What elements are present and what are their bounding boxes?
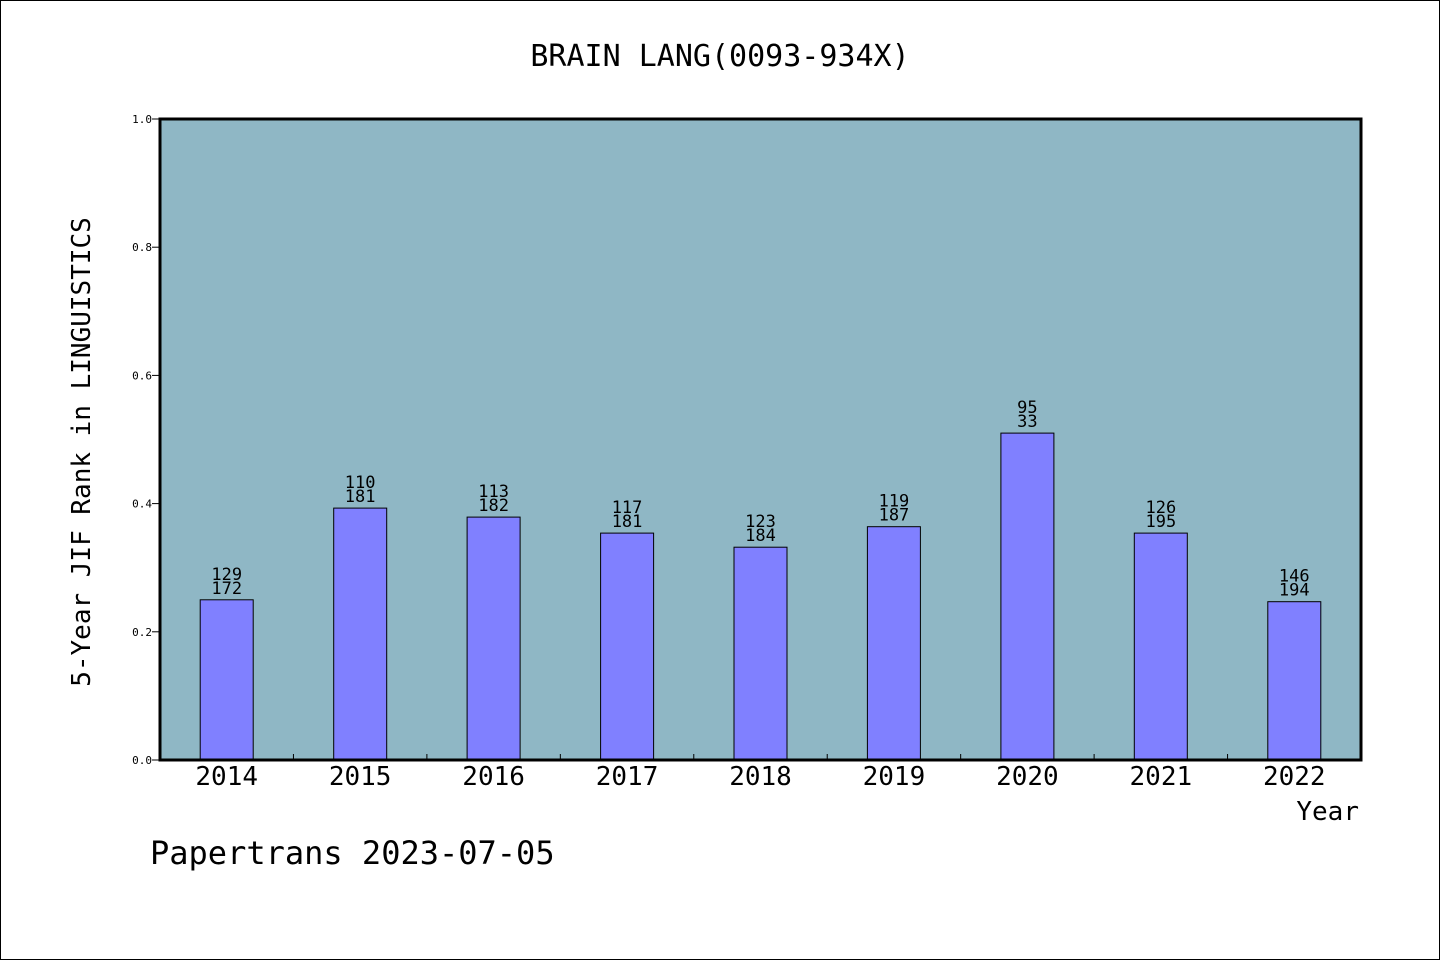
x-tick-label-2017: 2017 <box>596 762 659 792</box>
x-tick-label-2022: 2022 <box>1263 762 1326 792</box>
x-tick-label-2014: 2014 <box>195 762 258 792</box>
bar-2018 <box>733 546 788 761</box>
bar-label-bottom-2019: 187 <box>879 506 910 526</box>
bar-2021 <box>1133 532 1188 761</box>
bar-label-top-2018: 123 <box>745 512 776 532</box>
bar-2014 <box>199 599 254 761</box>
plot-border <box>158 117 1363 762</box>
bar-label-bottom-2017: 181 <box>612 512 643 532</box>
y-tick-label-0.2: 0.2 <box>132 626 152 639</box>
x-tick-label-2018: 2018 <box>729 762 792 792</box>
bar-label-top-2019: 119 <box>879 492 910 512</box>
bar-2017 <box>600 532 655 761</box>
bar-label-bottom-2022: 194 <box>1279 581 1310 601</box>
bar-label-bottom-2016: 182 <box>478 496 509 516</box>
bar-label-top-2014: 129 <box>211 565 242 585</box>
x-tick-label-2016: 2016 <box>462 762 525 792</box>
bar-label-bottom-2015: 181 <box>345 487 376 507</box>
bar-2022 <box>1267 601 1322 761</box>
bar-label-bottom-2021: 195 <box>1145 512 1176 532</box>
bar-label-bottom-2014: 172 <box>211 579 242 599</box>
y-tick-label-0.4: 0.4 <box>132 498 152 511</box>
y-tick-label-0.8: 0.8 <box>132 241 152 254</box>
bar-label-top-2022: 146 <box>1279 567 1310 587</box>
chart-title: BRAIN LANG(0093-934X) <box>530 39 909 74</box>
x-tick-label-2021: 2021 <box>1130 762 1193 792</box>
x-tick-label-2015: 2015 <box>329 762 392 792</box>
bar-2016 <box>466 516 521 761</box>
y-tick-label-0.0: 0.0 <box>132 754 152 767</box>
y-ticks-group: 0.0 0.2 0.4 0.6 0.8 1.0 <box>132 113 160 767</box>
x-ticks-group: 2014 2015 2016 2017 2018 2019 2020 2021 2022 <box>195 754 1326 792</box>
x-axis-label: Year <box>1296 797 1359 827</box>
bar-label-bottom-2020: 33 <box>1017 412 1037 432</box>
bar-label-bottom-2018: 184 <box>745 526 776 546</box>
bar-label-top-2016: 113 <box>478 482 509 502</box>
bar-2015 <box>333 507 388 761</box>
bar-2020 <box>1000 432 1055 761</box>
y-tick-label-1.0: 1.0 <box>132 113 152 126</box>
footer-text: Papertrans 2023-07-05 <box>150 834 555 872</box>
bar-label-top-2021: 126 <box>1145 498 1176 518</box>
bar-label-top-2017: 117 <box>612 498 643 518</box>
y-axis-label: 5-Year JIF Rank in LINGUISTICS <box>67 217 97 687</box>
y-tick-label-0.6: 0.6 <box>132 369 152 382</box>
bar-2019 <box>866 526 921 761</box>
bar-label-top-2015: 110 <box>345 473 376 493</box>
x-tick-label-2020: 2020 <box>996 762 1059 792</box>
bar-label-top-2020: 95 <box>1017 398 1037 418</box>
x-tick-label-2019: 2019 <box>863 762 926 792</box>
